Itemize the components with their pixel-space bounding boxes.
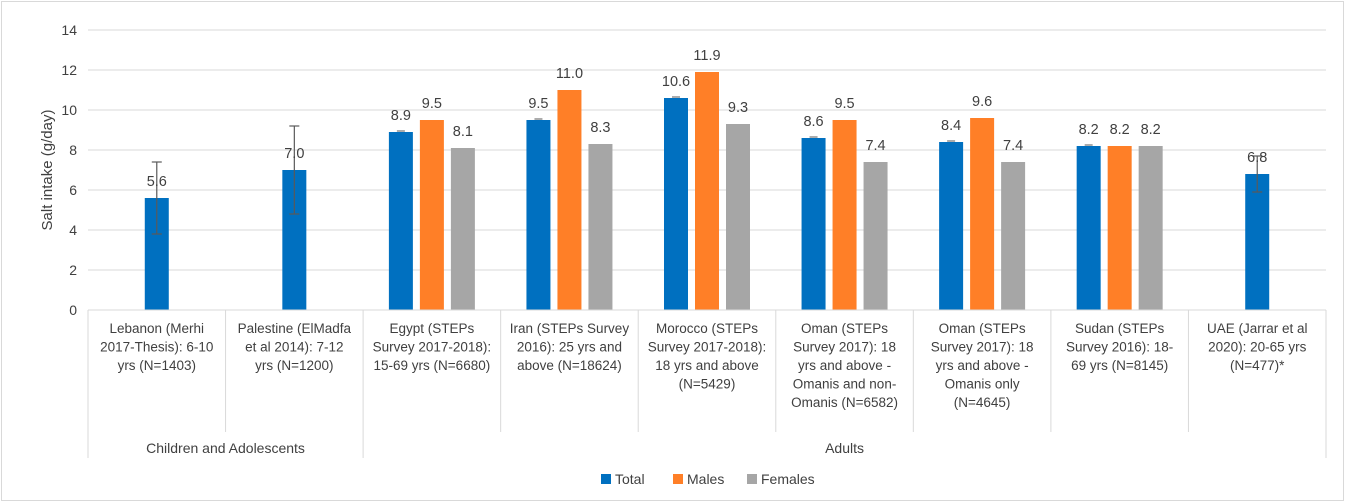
data-label: 9.5 [422,96,442,112]
category-label: Morocco (STEPs Survey 2017-2018): 18 yrs a… [648,321,767,392]
bar-total [664,98,688,310]
data-label: 8.2 [1110,122,1130,138]
y-tick-label: 0 [69,302,77,318]
category-label: Oman (STEPs Survey 2017): 18 yrs and above… [791,321,898,410]
bar-males [695,72,719,310]
y-tick-label: 8 [69,142,77,158]
bar-females [588,144,613,310]
y-tick-label: 6 [69,182,77,198]
bar-total [939,142,964,310]
data-label: 9.3 [728,100,748,116]
data-label: 8.3 [590,120,610,136]
y-tick-label: 2 [69,262,77,278]
category-label: Palestine (ElMadfa et al 2014): 7-12 yrs (… [238,321,352,373]
y-tick-label: 10 [61,102,77,118]
data-label: 9.5 [834,96,854,112]
category-label: Oman (STEPs Survey 2017): 18 yrs and above… [931,321,1034,410]
bar-total [526,120,551,310]
data-label: 8.6 [803,114,823,130]
category-label: Iran (STEPs Survey 2016): 25 yrs and above… [510,321,630,373]
legend-swatch-males [673,474,683,484]
y-axis-title: Salt intake (g/day) [39,110,56,231]
legend-label-females: Females [761,471,815,487]
category-label: Egypt (STEPs Survey 2017-2018): 15-69 yrs … [373,321,492,373]
data-label: 8.9 [391,108,411,124]
group-label: Children and Adolescents [146,440,305,456]
data-label: 6.8 [1247,150,1267,166]
bar-males [832,120,857,310]
legend-label-males: Males [687,471,724,487]
y-tick-label: 12 [61,62,77,78]
bar-total [388,132,413,310]
data-label: 7.0 [284,146,304,162]
category-label: UAE (Jarrar et al 2020): 20-65 yrs (N=477)… [1207,321,1308,373]
data-label: 11.0 [556,66,583,82]
y-tick-label: 14 [61,22,77,38]
bar-females [450,148,475,310]
bar-total [1076,146,1101,310]
data-label: 8.2 [1141,122,1161,138]
legend-swatch-females [747,474,757,484]
data-label: 8.4 [941,118,961,134]
legend-swatch-total [601,474,611,484]
bar-males [419,120,444,310]
bar-males [970,118,995,310]
bar-males [1107,146,1132,310]
bar-females [726,124,750,310]
y-tick-label: 4 [69,222,77,238]
bar-females [1138,146,1163,310]
bar-total [1245,174,1270,310]
data-label: 7.4 [1003,138,1023,154]
data-label: 7.4 [865,138,885,154]
category-label: Lebanon (Merhi 2017-Thesis): 6-10 yrs (N=1… [100,321,213,373]
bar-males [557,90,582,310]
category-label: Sudan (STEPs Survey 2016): 18-69 yrs (N=8… [1066,321,1173,373]
data-label: 10.6 [662,74,690,90]
bar-females [1001,162,1026,310]
data-label: 9.6 [972,94,992,110]
data-label: 8.1 [453,124,473,140]
data-label: 9.5 [528,96,548,112]
data-label: 11.9 [693,48,720,64]
legend-label-total: Total [615,471,645,487]
data-label: 5.6 [147,174,167,190]
group-label: Adults [825,440,864,456]
bar-total [801,138,826,310]
bar-females [863,162,888,310]
data-label: 8.2 [1079,122,1099,138]
